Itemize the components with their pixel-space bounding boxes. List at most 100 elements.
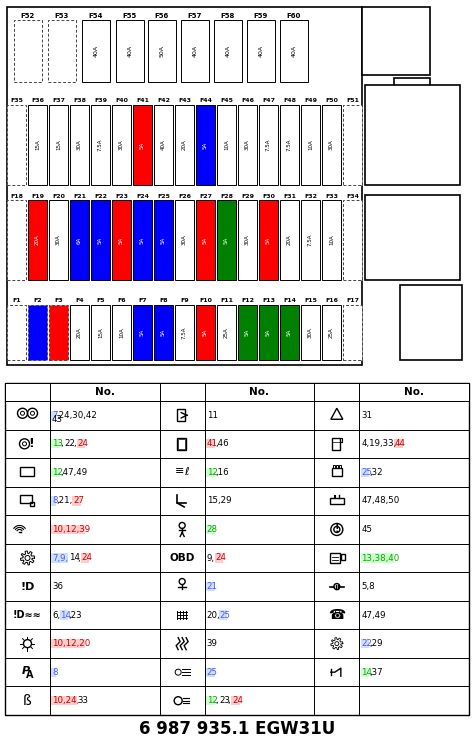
Bar xyxy=(361,467,369,477)
Bar xyxy=(112,200,131,280)
Text: No.: No. xyxy=(249,387,270,397)
Bar xyxy=(70,305,89,360)
Bar xyxy=(341,554,345,560)
Text: F27: F27 xyxy=(199,193,212,198)
Text: 7.5A: 7.5A xyxy=(266,139,271,152)
Bar xyxy=(48,20,76,82)
Text: F53: F53 xyxy=(55,13,69,19)
Text: F40: F40 xyxy=(115,99,128,103)
Bar xyxy=(81,554,89,562)
Text: F39: F39 xyxy=(94,99,107,103)
Bar xyxy=(365,195,460,280)
Text: P: P xyxy=(21,666,29,676)
Text: !D≈≈: !D≈≈ xyxy=(13,610,42,620)
Bar xyxy=(333,465,335,468)
Bar xyxy=(52,639,85,649)
Bar xyxy=(52,554,68,562)
Text: F13: F13 xyxy=(262,299,275,303)
Bar xyxy=(133,105,152,185)
Bar xyxy=(154,200,173,280)
Text: 6,: 6, xyxy=(52,611,60,620)
Text: F20: F20 xyxy=(52,193,65,198)
Text: ,21,: ,21, xyxy=(56,496,73,505)
Bar xyxy=(178,439,185,449)
Bar xyxy=(217,200,236,280)
Text: F38: F38 xyxy=(73,99,86,103)
Text: 5A: 5A xyxy=(98,236,103,244)
Bar xyxy=(259,200,278,280)
Bar xyxy=(181,20,209,82)
Bar xyxy=(280,105,299,185)
Bar xyxy=(214,20,242,82)
Text: No.: No. xyxy=(95,387,115,397)
Text: 40A: 40A xyxy=(258,45,264,57)
Bar xyxy=(339,465,341,468)
Text: F54: F54 xyxy=(89,13,103,19)
Text: 15,29: 15,29 xyxy=(207,496,231,505)
Text: ,: , xyxy=(60,439,63,448)
Text: F52: F52 xyxy=(21,13,35,19)
Bar xyxy=(77,439,85,449)
Bar xyxy=(7,105,26,185)
Bar xyxy=(28,200,47,280)
Bar xyxy=(116,20,144,82)
Text: F55: F55 xyxy=(123,13,137,19)
Text: !: ! xyxy=(28,438,35,450)
Text: 10,24,: 10,24, xyxy=(52,696,79,705)
Text: 11: 11 xyxy=(207,411,218,420)
Bar xyxy=(7,200,26,280)
Text: F37: F37 xyxy=(52,99,65,103)
Text: 28: 28 xyxy=(207,525,218,534)
Text: F5: F5 xyxy=(96,299,105,303)
Text: 24: 24 xyxy=(82,554,92,562)
Bar xyxy=(91,105,110,185)
Text: ,: , xyxy=(228,696,230,705)
Bar xyxy=(82,20,110,82)
Bar xyxy=(238,105,257,185)
Text: 7.5A: 7.5A xyxy=(98,139,103,152)
Bar xyxy=(301,305,320,360)
Text: F44: F44 xyxy=(199,99,212,103)
Text: 14: 14 xyxy=(361,668,373,677)
Text: F7: F7 xyxy=(138,299,147,303)
Bar xyxy=(361,639,369,649)
Bar xyxy=(70,105,89,185)
Text: ,: , xyxy=(77,554,80,562)
Text: 30A: 30A xyxy=(308,327,313,338)
Bar xyxy=(196,200,215,280)
Text: A: A xyxy=(26,670,33,680)
Bar xyxy=(206,582,215,591)
Bar xyxy=(70,200,89,280)
Text: F12: F12 xyxy=(241,299,254,303)
Text: 5,8: 5,8 xyxy=(361,582,375,591)
Text: 12: 12 xyxy=(207,696,218,705)
Text: 13: 13 xyxy=(52,439,63,448)
Text: F10: F10 xyxy=(199,299,212,303)
Text: ,46: ,46 xyxy=(215,439,228,448)
Bar xyxy=(217,105,236,185)
Text: F28: F28 xyxy=(220,193,233,198)
Text: 12: 12 xyxy=(52,468,63,477)
Text: 30A: 30A xyxy=(182,235,187,245)
Text: ,23: ,23 xyxy=(69,611,82,620)
Bar xyxy=(154,105,173,185)
Text: 40A: 40A xyxy=(128,45,133,57)
Text: 40A: 40A xyxy=(226,45,230,57)
Text: F36: F36 xyxy=(31,99,44,103)
Text: F2: F2 xyxy=(33,299,42,303)
Text: 10A: 10A xyxy=(119,327,124,338)
Text: 20A: 20A xyxy=(77,327,82,338)
Text: 43: 43 xyxy=(52,415,63,424)
Bar xyxy=(49,105,68,185)
Text: F23: F23 xyxy=(115,193,128,198)
Text: 7,9,: 7,9, xyxy=(52,554,68,562)
Bar xyxy=(206,439,215,449)
Text: F42: F42 xyxy=(157,99,170,103)
Text: F60: F60 xyxy=(287,13,301,19)
Text: 36: 36 xyxy=(52,582,63,591)
Text: 25: 25 xyxy=(361,468,373,477)
Bar xyxy=(365,85,460,185)
Text: 20A: 20A xyxy=(287,235,292,245)
Bar xyxy=(52,696,77,705)
Bar xyxy=(247,20,275,82)
